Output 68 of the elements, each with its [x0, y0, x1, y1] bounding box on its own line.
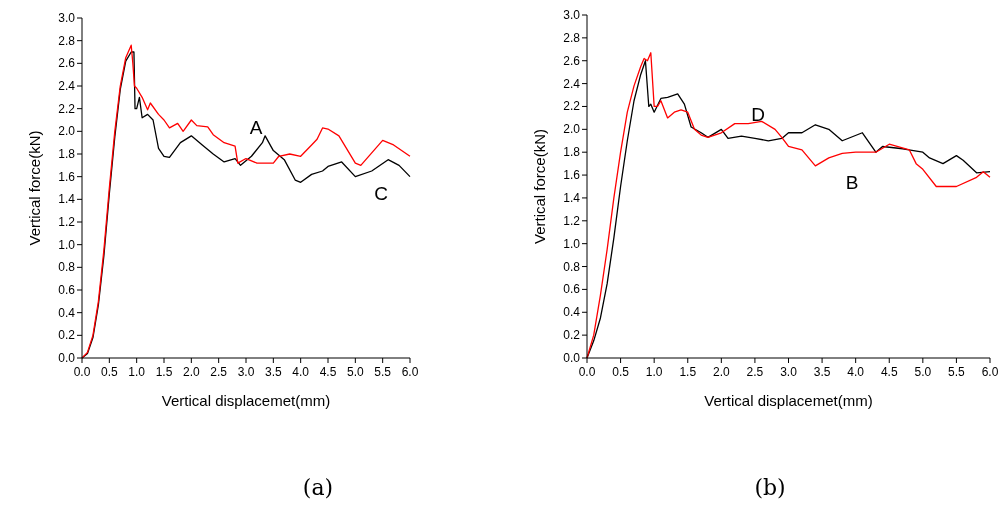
y-tick-label: 1.6 [563, 168, 581, 183]
x-tick-label: 5.5 [948, 365, 966, 379]
y-tick-label: 2.4 [58, 79, 76, 93]
x-tick-label: 1.5 [155, 365, 173, 379]
y-tick-label: 0.2 [58, 328, 76, 343]
annotation: B [845, 172, 859, 193]
x-tick-label: 2.0 [712, 365, 730, 379]
x-tick-label: 1.0 [645, 365, 663, 379]
x-tick-label: 5.0 [346, 365, 364, 379]
y-tick-label: 2.8 [563, 30, 581, 45]
y-tick-label: 1.0 [563, 236, 581, 251]
y-tick-label: 1.2 [563, 213, 581, 228]
x-tick-label: 2.0 [182, 365, 200, 379]
y-tick-label: 3.0 [563, 8, 581, 22]
y-tick-label: 1.4 [563, 190, 581, 205]
y-tick-label: 2.0 [58, 124, 76, 139]
text: (b) [754, 475, 786, 500]
x-tick-label: 5.5 [374, 365, 392, 379]
x-tick-label: 4.0 [292, 365, 310, 379]
annotation: A [249, 117, 263, 138]
y-tick-label: 1.8 [58, 147, 76, 161]
y-tick-label: 1.0 [58, 237, 76, 252]
y-tick-label: 1.8 [563, 145, 581, 160]
y-axis-title: Vertical force(kN) [531, 128, 548, 245]
y-tick-label: 0.8 [58, 260, 76, 275]
y-tick-label: 0.6 [58, 283, 76, 297]
x-axis-title: Vertical displacemet(mm) [161, 392, 331, 409]
x-tick-label: 3.0 [237, 365, 255, 379]
x-tick-label: 0.5 [612, 365, 630, 379]
x-tick-label: 2.5 [210, 365, 228, 379]
y-tick-label: 1.6 [58, 169, 76, 184]
text: (a) [302, 475, 334, 500]
y-tick-label: 2.8 [58, 33, 76, 48]
y-tick-label: 0.4 [563, 305, 581, 320]
y-tick-label: 2.2 [58, 101, 76, 116]
x-tick-label: 5.0 [914, 365, 932, 379]
x-axis-title: Vertical displacemet(mm) [704, 392, 873, 409]
x-tick-label: 4.5 [319, 365, 337, 379]
x-tick-label: 4.5 [880, 365, 898, 379]
y-tick-label: 2.6 [563, 53, 581, 68]
x-tick-label: 1.5 [679, 365, 697, 379]
y-tick-label: 3.0 [58, 11, 76, 25]
y-tick-label: 2.6 [58, 56, 76, 71]
y-tick-label: 0.4 [58, 305, 76, 320]
x-tick-label: 0.0 [578, 365, 596, 379]
x-tick-label: 3.5 [813, 365, 831, 379]
x-tick-label: 1.0 [128, 365, 146, 379]
x-tick-label: 2.5 [746, 365, 764, 379]
annotation: C [374, 183, 388, 204]
y-tick-label: 1.4 [58, 192, 76, 207]
y-tick-label: 2.2 [563, 99, 581, 114]
y-tick-label: 2.0 [563, 122, 581, 137]
x-tick-label: 3.0 [780, 365, 798, 379]
y-tick-label: 0.6 [563, 282, 581, 297]
y-tick-label: 0.0 [58, 351, 76, 365]
y-tick-label: 0.8 [563, 259, 581, 274]
x-tick-label: 4.0 [847, 365, 865, 379]
y-tick-label: 2.4 [563, 76, 581, 91]
x-tick-label: 6.0 [981, 365, 999, 379]
annotation: D [751, 104, 765, 125]
y-tick-label: 0.0 [563, 351, 581, 365]
x-tick-label: 6.0 [401, 365, 419, 379]
y-tick-label: 0.2 [563, 328, 581, 343]
y-tick-label: 1.2 [58, 215, 76, 229]
x-tick-label: 0.5 [100, 365, 118, 379]
x-tick-label: 3.5 [264, 365, 282, 379]
y-axis-title: Vertical force(kN) [26, 130, 43, 246]
x-tick-label: 0.0 [73, 365, 91, 379]
